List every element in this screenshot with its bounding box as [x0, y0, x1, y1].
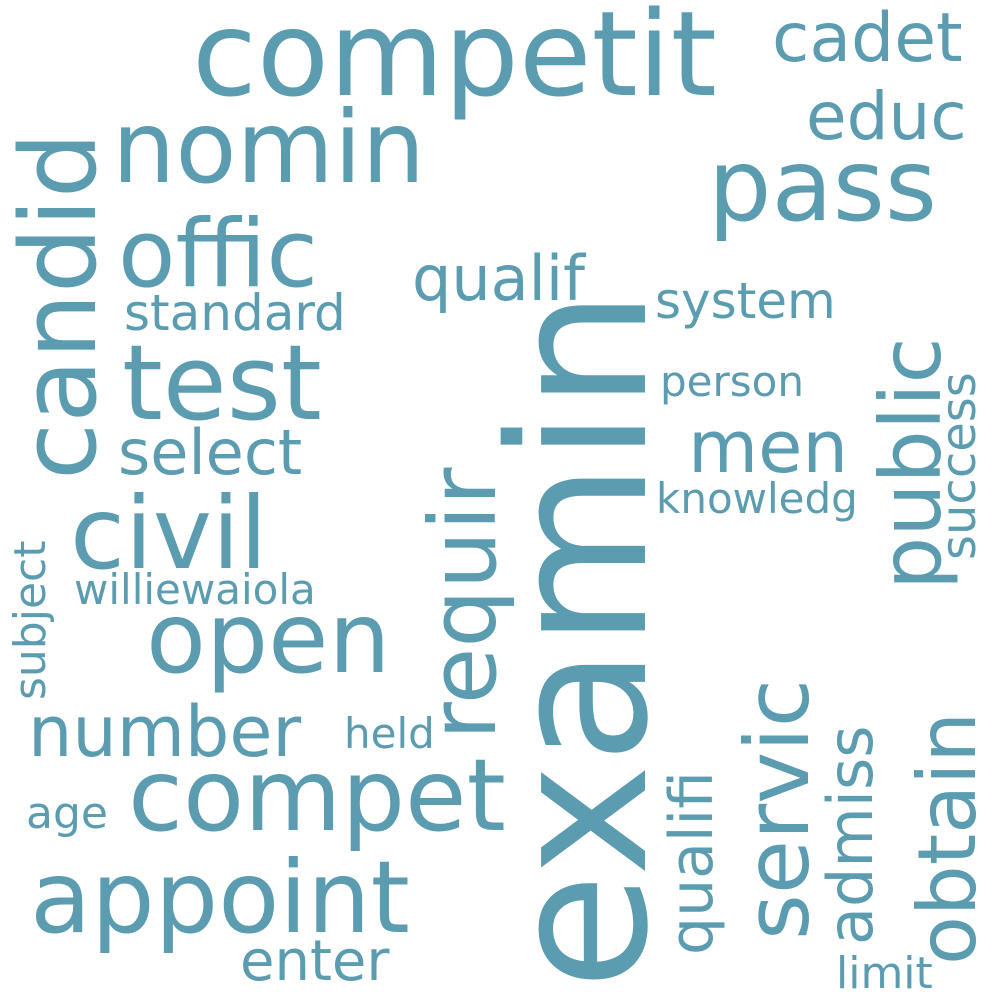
word-nomin: nomin — [112, 89, 425, 206]
word-obtain: obtain — [901, 712, 994, 965]
word-select: select — [118, 416, 302, 489]
word-candid: candid — [0, 132, 120, 480]
word-cadet: cadet — [772, 0, 963, 78]
word-knowledg: knowledg — [656, 474, 858, 523]
word-educ: educ — [806, 78, 967, 155]
word-enter: enter — [240, 929, 390, 994]
word-limit: limit — [836, 948, 933, 999]
word-public: public — [862, 337, 960, 590]
word-competit: competit — [192, 0, 717, 123]
word-williewaiola: williewaiola — [74, 565, 316, 614]
word-appoint: appoint — [30, 839, 410, 956]
word-test: test — [122, 322, 322, 444]
word-offic: offic — [118, 200, 318, 309]
word-examin: examin — [469, 289, 690, 990]
word-compet: compet — [128, 737, 506, 854]
word-civil: civil — [70, 475, 268, 592]
word-servic: servic — [726, 679, 829, 940]
word-person: person — [660, 357, 804, 406]
word-success: success — [931, 372, 987, 560]
word-held: held — [344, 709, 435, 758]
word-number: number — [28, 691, 301, 773]
word-admiss: admiss — [814, 725, 887, 945]
word-open: open — [146, 582, 391, 696]
word-system: system — [655, 272, 836, 330]
word-requir: requir — [410, 467, 517, 740]
word-men: men — [688, 405, 848, 489]
word-qualif: qualif — [412, 242, 587, 315]
word-subject: subject — [5, 541, 56, 700]
word-age: age — [26, 788, 108, 839]
word-standard: standard — [124, 284, 346, 342]
word-pass: pass — [708, 127, 937, 244]
word-qualifi: qualifi — [657, 771, 727, 955]
